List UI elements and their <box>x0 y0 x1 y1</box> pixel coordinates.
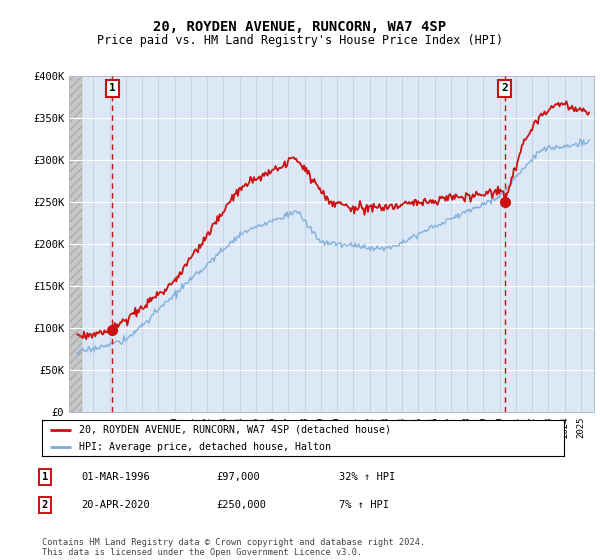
Text: 7% ↑ HPI: 7% ↑ HPI <box>339 500 389 510</box>
Text: 20-APR-2020: 20-APR-2020 <box>81 500 150 510</box>
Text: 2: 2 <box>501 83 508 93</box>
Text: £250,000: £250,000 <box>216 500 266 510</box>
Bar <box>69 76 82 412</box>
Text: 01-MAR-1996: 01-MAR-1996 <box>81 472 150 482</box>
Text: 32% ↑ HPI: 32% ↑ HPI <box>339 472 395 482</box>
Text: Price paid vs. HM Land Registry's House Price Index (HPI): Price paid vs. HM Land Registry's House … <box>97 34 503 46</box>
Text: 20, ROYDEN AVENUE, RUNCORN, WA7 4SP: 20, ROYDEN AVENUE, RUNCORN, WA7 4SP <box>154 20 446 34</box>
Text: 1: 1 <box>109 83 116 93</box>
Text: Contains HM Land Registry data © Crown copyright and database right 2024.
This d: Contains HM Land Registry data © Crown c… <box>42 538 425 557</box>
Text: £97,000: £97,000 <box>216 472 260 482</box>
Text: 1: 1 <box>42 472 48 482</box>
Text: 2: 2 <box>42 500 48 510</box>
Text: HPI: Average price, detached house, Halton: HPI: Average price, detached house, Halt… <box>79 442 331 452</box>
Text: 20, ROYDEN AVENUE, RUNCORN, WA7 4SP (detached house): 20, ROYDEN AVENUE, RUNCORN, WA7 4SP (det… <box>79 425 391 435</box>
